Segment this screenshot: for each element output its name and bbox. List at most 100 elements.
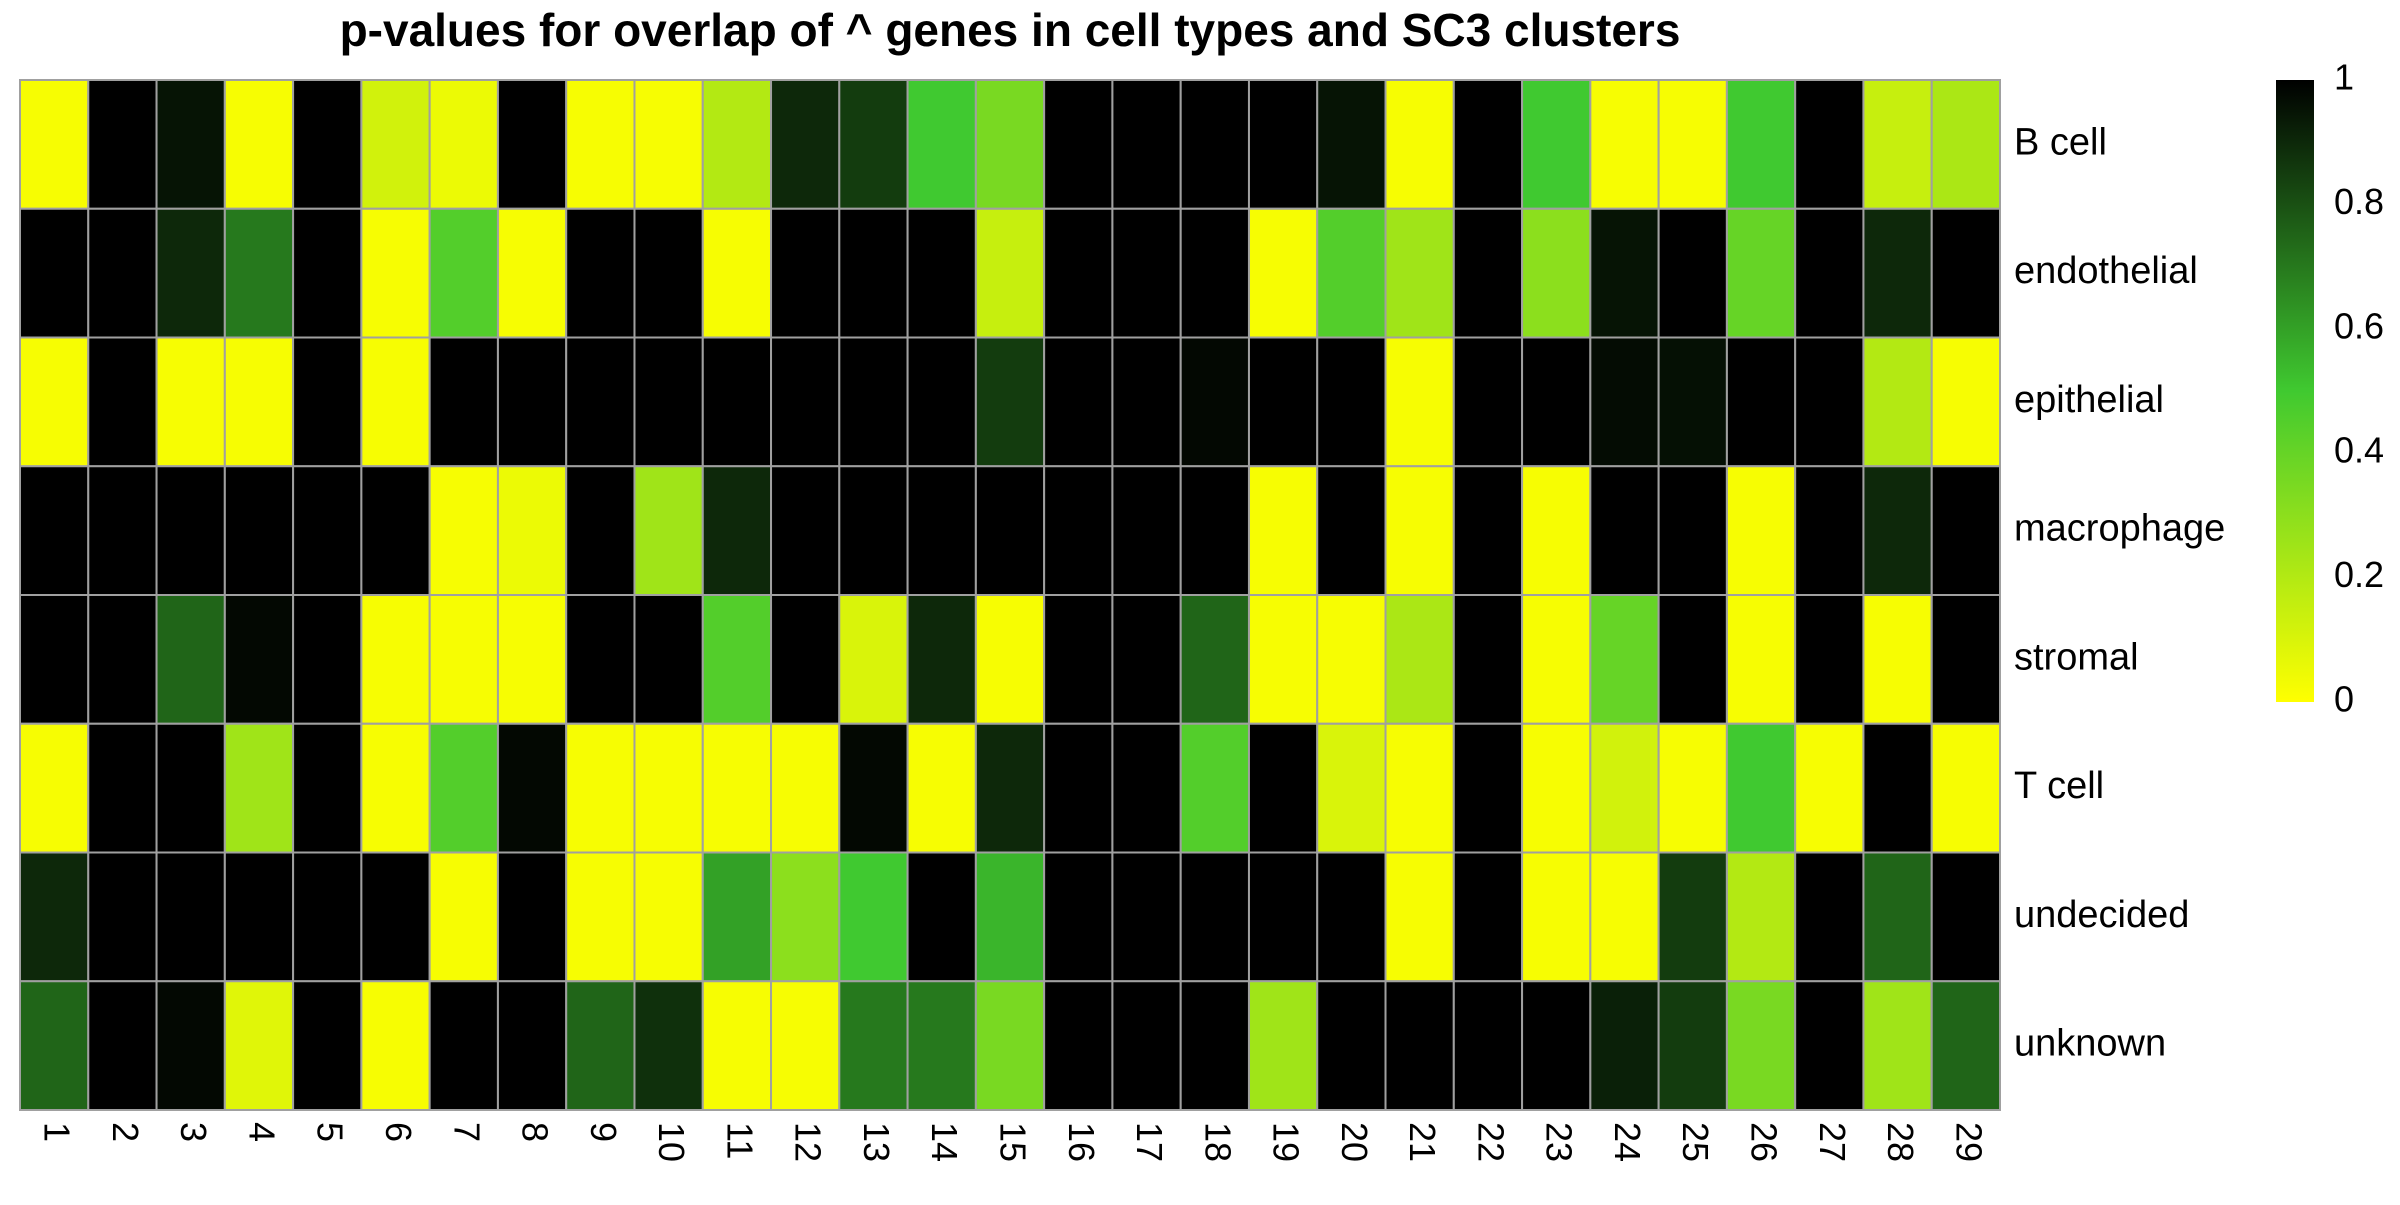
heatmap-cell xyxy=(1862,79,1933,210)
heatmap-cell xyxy=(906,207,977,339)
heatmap-cell xyxy=(770,722,841,854)
heatmap-cell xyxy=(496,722,568,854)
heatmap-cell xyxy=(1930,851,2001,983)
heatmap-cell xyxy=(87,465,158,596)
heatmap-cell xyxy=(1930,465,2001,596)
heatmap-cell xyxy=(1725,594,1797,725)
heatmap-cell xyxy=(1043,336,1114,468)
heatmap-cell xyxy=(1725,851,1797,983)
heatmap-cell xyxy=(633,980,704,1111)
heatmap-cell xyxy=(1452,851,1524,983)
heatmap-cell xyxy=(1179,465,1250,596)
heatmap-cell xyxy=(428,336,499,468)
heatmap-cell xyxy=(565,851,636,983)
heatmap-cell xyxy=(1316,594,1387,725)
heatmap-cell xyxy=(565,79,636,210)
heatmap-cell xyxy=(1862,851,1933,983)
heatmap-cell xyxy=(1316,336,1387,468)
column-label: 28 xyxy=(1880,1122,1921,1162)
column-label: 9 xyxy=(583,1122,624,1142)
heatmap-cell xyxy=(223,722,295,854)
heatmap-cell xyxy=(223,465,295,596)
column-label: 24 xyxy=(1607,1122,1648,1162)
heatmap-cell xyxy=(906,851,977,983)
heatmap-cell xyxy=(838,79,909,210)
heatmap-cell xyxy=(1521,722,1592,854)
column-label: 21 xyxy=(1402,1122,1443,1162)
heatmap-cell xyxy=(1179,79,1250,210)
heatmap-cell xyxy=(87,980,158,1111)
heatmap-cell xyxy=(906,594,977,725)
column-label: 10 xyxy=(651,1122,692,1162)
heatmap-cell xyxy=(701,594,773,725)
heatmap-cell xyxy=(1452,79,1524,210)
heatmap-cell xyxy=(1794,207,1865,339)
heatmap-cell xyxy=(633,79,704,210)
heatmap-cell xyxy=(1794,594,1865,725)
heatmap-cell xyxy=(770,207,841,339)
heatmap-cell xyxy=(1384,79,1455,210)
column-label: 22 xyxy=(1470,1122,1511,1162)
heatmap-cell xyxy=(1725,79,1797,210)
row-label: T cell xyxy=(2014,765,2104,807)
heatmap-cell xyxy=(1316,207,1387,339)
heatmap-cell xyxy=(496,851,568,983)
heatmap-cell xyxy=(1384,207,1455,339)
column-label: 25 xyxy=(1675,1122,1716,1162)
heatmap-cell xyxy=(1111,336,1182,468)
heatmap-cell xyxy=(1794,722,1865,854)
heatmap-cell xyxy=(428,980,499,1111)
heatmap-cell xyxy=(87,594,158,725)
heatmap-cell xyxy=(1657,722,1728,854)
heatmap-cell xyxy=(87,336,158,468)
heatmap-cell xyxy=(360,594,431,725)
column-label: 7 xyxy=(446,1122,487,1142)
colorbar-tick-label: 1 xyxy=(2334,57,2354,98)
row-label: stromal xyxy=(2014,636,2139,678)
heatmap-cell xyxy=(906,980,977,1111)
heatmap-cell xyxy=(223,594,295,725)
heatmap-cell xyxy=(770,465,841,596)
column-label: 2 xyxy=(105,1122,146,1142)
column-label: 14 xyxy=(924,1122,965,1162)
heatmap-cell xyxy=(1589,594,1660,725)
heatmap-cell xyxy=(633,336,704,468)
colorbar-tick-label: 0.6 xyxy=(2334,305,2384,346)
heatmap-cell xyxy=(155,79,226,210)
heatmap-cell xyxy=(1452,594,1524,725)
heatmap-cell xyxy=(1452,722,1524,854)
heatmap-cell xyxy=(1862,336,1933,468)
heatmap-cell xyxy=(701,336,773,468)
column-label: 13 xyxy=(856,1122,897,1162)
colorbar: 0 0.2 0.4 0.6 0.8 1 xyxy=(2276,57,2384,720)
row-label: undecided xyxy=(2014,894,2189,936)
heatmap-cell xyxy=(1521,79,1592,210)
heatmap-cell xyxy=(292,722,363,854)
heatmap-cell xyxy=(360,207,431,339)
heatmap-cell xyxy=(496,465,568,596)
column-labels: 1 2 3 4 5 6 7 8 9 10 11 12 13 14 15 16 17 18 19 20 21 22 23 24 2… xyxy=(37,1122,1990,1162)
heatmap-cell xyxy=(360,722,431,854)
heatmap-cell xyxy=(1657,207,1728,339)
heatmap-cell xyxy=(223,851,295,983)
heatmap-cell xyxy=(633,465,704,596)
heatmap-cell xyxy=(1930,207,2001,339)
heatmap-cell xyxy=(1179,980,1250,1111)
heatmap-cell xyxy=(1794,79,1865,210)
column-label: 15 xyxy=(992,1122,1033,1162)
heatmap-cell xyxy=(1384,980,1455,1111)
column-label: 26 xyxy=(1744,1122,1785,1162)
heatmap-cell xyxy=(1111,465,1182,596)
heatmap-cell xyxy=(155,465,226,596)
heatmap-cell xyxy=(1452,336,1524,468)
heatmap-cell xyxy=(1043,465,1114,596)
heatmap-cell xyxy=(496,207,568,339)
heatmap-cell xyxy=(1862,207,1933,339)
heatmap-cell xyxy=(1657,851,1728,983)
heatmap-cell xyxy=(1316,465,1387,596)
heatmap-cell xyxy=(1521,980,1592,1111)
heatmap-cell xyxy=(360,336,431,468)
heatmap-cell xyxy=(1794,336,1865,468)
heatmap-cell xyxy=(1247,207,1319,339)
